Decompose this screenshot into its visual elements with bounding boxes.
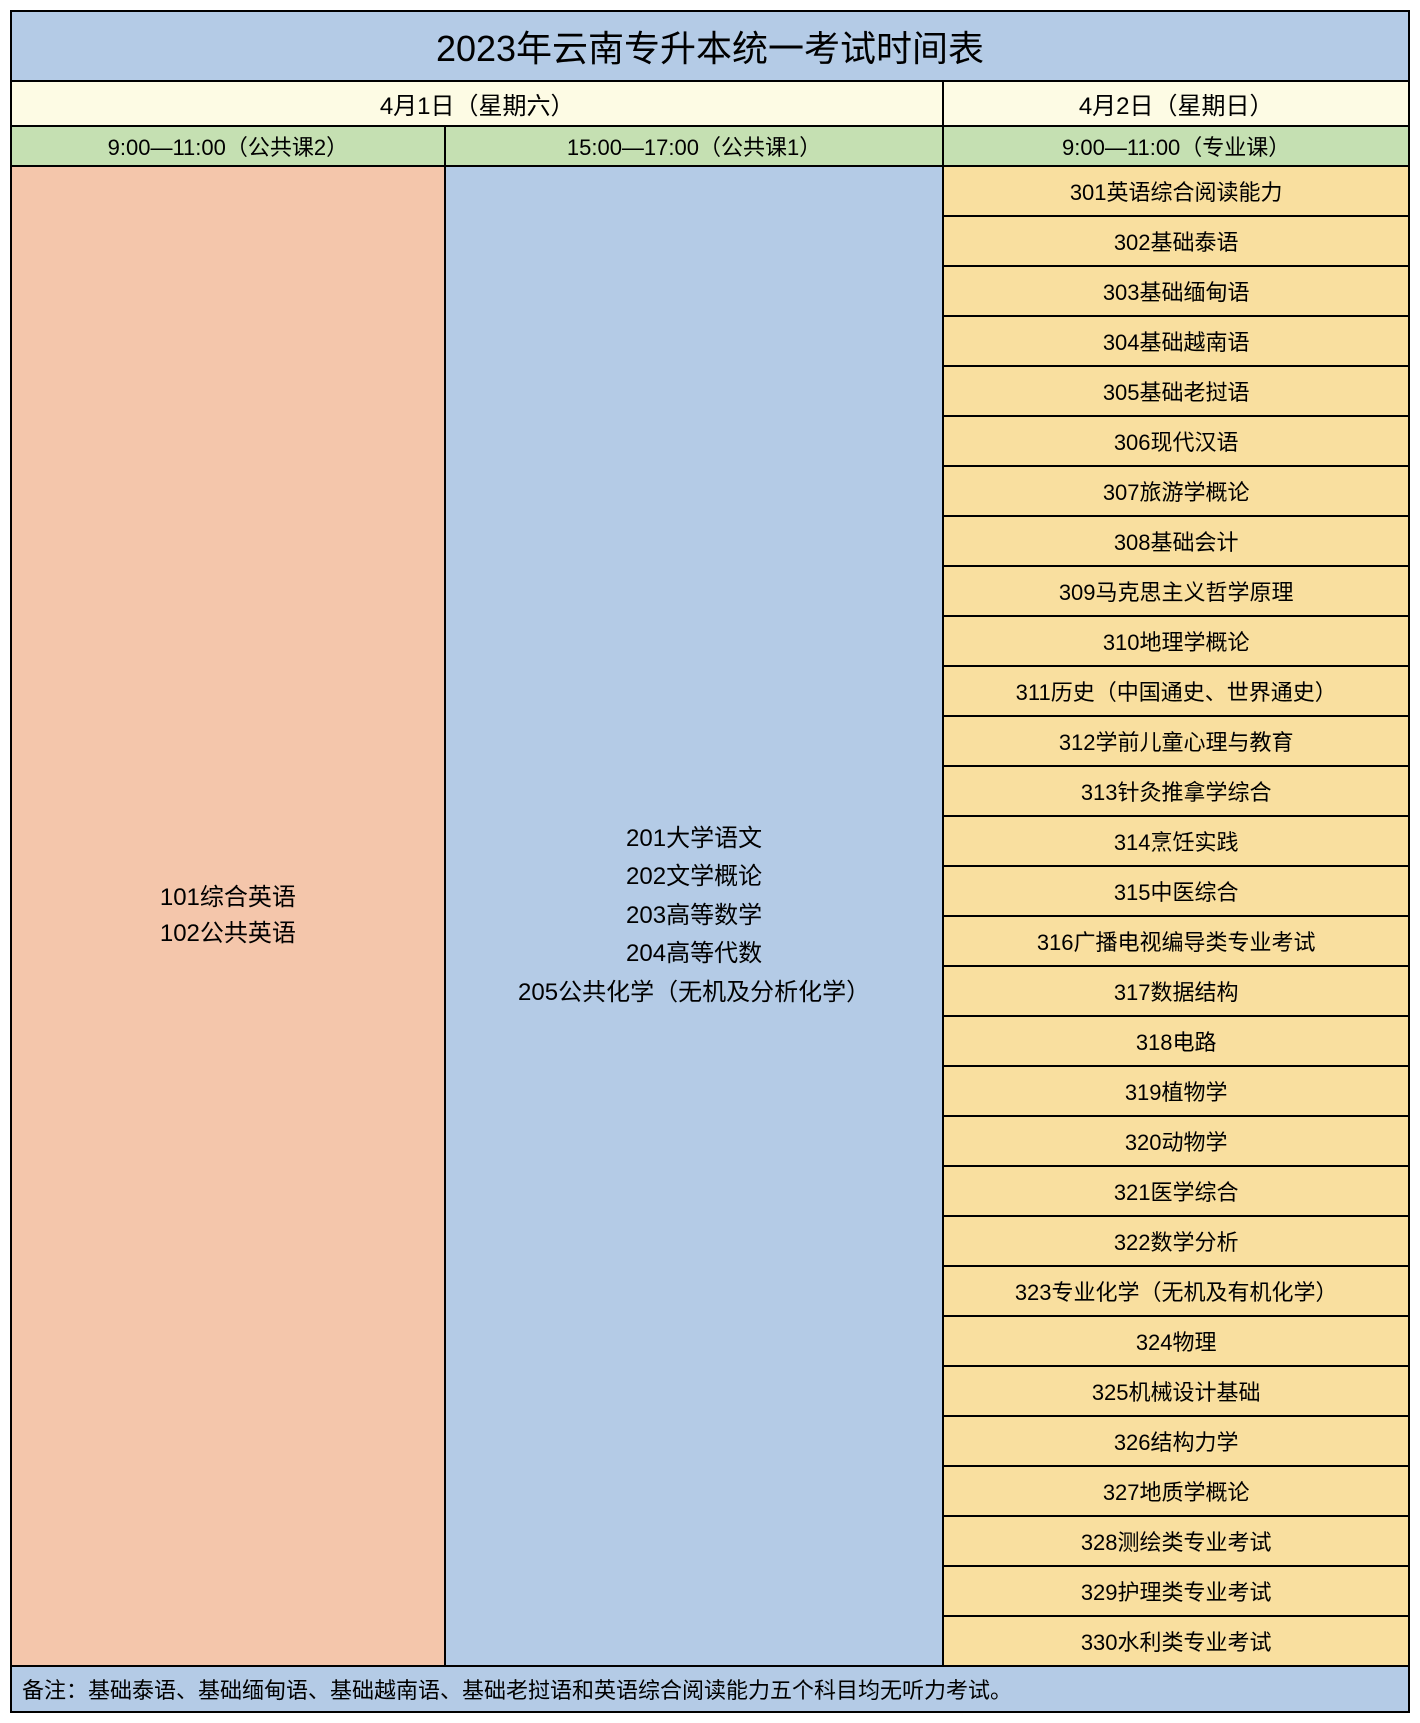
subject-325: 325机械设计基础: [944, 1367, 1408, 1417]
subject-318: 318电路: [944, 1017, 1408, 1067]
subject-312: 312学前儿童心理与教育: [944, 717, 1408, 767]
date-row: 4月1日（星期六） 4月2日（星期日）: [12, 82, 1408, 127]
table-title: 2023年云南专升本统一考试时间表: [12, 12, 1408, 82]
subject-308: 308基础会计: [944, 517, 1408, 567]
subject-306: 306现代汉语: [944, 417, 1408, 467]
subject-314: 314烹饪实践: [944, 817, 1408, 867]
timeslot-1: 9:00—11:00（公共课2）: [12, 127, 446, 165]
subject-204: 204高等代数: [626, 935, 762, 973]
subject-303: 303基础缅甸语: [944, 267, 1408, 317]
subject-203: 203高等数学: [626, 897, 762, 935]
date-day2: 4月2日（星期日）: [944, 82, 1408, 125]
subject-309: 309马克思主义哲学原理: [944, 567, 1408, 617]
body-row: 101综合英语 102公共英语 201大学语文 202文学概论 203高等数学 …: [12, 167, 1408, 1665]
timeslot-2: 15:00—17:00（公共课1）: [446, 127, 945, 165]
subject-311: 311历史（中国通史、世界通史）: [944, 667, 1408, 717]
subject-326: 326结构力学: [944, 1417, 1408, 1467]
subject-310: 310地理学概论: [944, 617, 1408, 667]
subject-323: 323专业化学（无机及有机化学）: [944, 1267, 1408, 1317]
subject-305: 305基础老挝语: [944, 367, 1408, 417]
subject-320: 320动物学: [944, 1117, 1408, 1167]
subject-315: 315中医综合: [944, 867, 1408, 917]
subject-101: 101综合英语: [160, 880, 296, 916]
subject-302: 302基础泰语: [944, 217, 1408, 267]
subject-328: 328测绘类专业考试: [944, 1517, 1408, 1567]
subject-316: 316广播电视编导类专业考试: [944, 917, 1408, 967]
schedule-table: 2023年云南专升本统一考试时间表 4月1日（星期六） 4月2日（星期日） 9:…: [10, 10, 1410, 1713]
subject-307: 307旅游学概论: [944, 467, 1408, 517]
date-day1: 4月1日（星期六）: [12, 82, 944, 125]
subject-202: 202文学概论: [626, 858, 762, 896]
subject-327: 327地质学概论: [944, 1467, 1408, 1517]
subject-304: 304基础越南语: [944, 317, 1408, 367]
subject-324: 324物理: [944, 1317, 1408, 1367]
subject-301: 301英语综合阅读能力: [944, 167, 1408, 217]
subject-102: 102公共英语: [160, 916, 296, 952]
subject-201: 201大学语文: [626, 820, 762, 858]
timeslot-3: 9:00—11:00（专业课）: [944, 127, 1408, 165]
time-row: 9:00—11:00（公共课2） 15:00—17:00（公共课1） 9:00—…: [12, 127, 1408, 167]
subject-313: 313针灸推拿学综合: [944, 767, 1408, 817]
column-public1: 201大学语文 202文学概论 203高等数学 204高等代数 205公共化学（…: [446, 167, 945, 1665]
subject-322: 322数学分析: [944, 1217, 1408, 1267]
column-professional: 301英语综合阅读能力 302基础泰语 303基础缅甸语 304基础越南语 30…: [944, 167, 1408, 1665]
subject-317: 317数据结构: [944, 967, 1408, 1017]
subject-321: 321医学综合: [944, 1167, 1408, 1217]
subject-330: 330水利类专业考试: [944, 1617, 1408, 1665]
subject-319: 319植物学: [944, 1067, 1408, 1117]
subject-205: 205公共化学（无机及分析化学）: [518, 974, 870, 1012]
column-public2: 101综合英语 102公共英语: [12, 167, 446, 1665]
note-row: 备注：基础泰语、基础缅甸语、基础越南语、基础老挝语和英语综合阅读能力五个科目均无…: [12, 1665, 1408, 1711]
subject-329: 329护理类专业考试: [944, 1567, 1408, 1617]
